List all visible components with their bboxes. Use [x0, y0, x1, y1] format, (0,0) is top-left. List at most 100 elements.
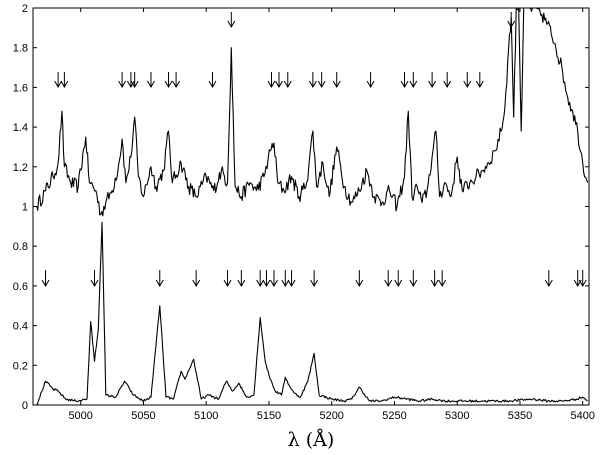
arrow-head [578, 279, 587, 287]
arrow-head [172, 80, 181, 88]
arrow-head [281, 279, 290, 287]
y-tick-label: 1.2 [13, 162, 28, 174]
arrow-head [317, 80, 326, 88]
arrow-marker [147, 72, 155, 88]
arrow-marker [237, 270, 246, 287]
arrow-marker [118, 72, 127, 88]
arrow-marker [283, 72, 292, 88]
y-tick-label: 0.2 [13, 360, 28, 372]
arrow-marker [443, 72, 452, 88]
series-line-upper [36, 7, 589, 217]
arrow-head [208, 80, 217, 88]
arrow-marker [126, 72, 135, 88]
arrow-head [256, 279, 265, 287]
arrow-head [394, 279, 403, 287]
arrow-markers [41, 12, 587, 287]
x-tick-label: 5400 [570, 410, 594, 422]
arrow-head [130, 80, 139, 88]
x-tick-label: 5350 [508, 410, 532, 422]
arrow-marker [267, 72, 276, 88]
y-tick-label: 1.8 [13, 43, 28, 55]
arrow-marker [573, 270, 582, 287]
plot-frame [32, 7, 590, 406]
axis-tick-labels: 5000 5050 5100 5150 5200 5250 5300 5350 5400 0 0.2… [13, 3, 595, 422]
arrow-marker [394, 270, 403, 287]
arrow-head [409, 279, 418, 287]
arrow-marker [332, 72, 341, 88]
arrow-head [60, 80, 69, 88]
arrow-head [223, 279, 232, 287]
arrow-head [366, 80, 375, 88]
axis-ticks [33, 7, 589, 406]
arrow-marker [400, 72, 409, 88]
arrow-head [118, 80, 127, 88]
arrow-head [355, 279, 364, 287]
series-layer [36, 7, 589, 406]
arrow-marker [208, 72, 217, 88]
arrow-head [164, 80, 173, 88]
arrow-marker [475, 72, 484, 88]
arrow-head [90, 279, 99, 287]
arrow-head [275, 80, 283, 88]
arrow-head [54, 80, 63, 88]
y-tick-label: 0.6 [13, 281, 28, 293]
arrow-marker [60, 72, 69, 88]
arrow-marker [192, 270, 201, 287]
arrow-head [430, 279, 439, 287]
arrow-head [310, 279, 319, 287]
arrow-head [400, 80, 409, 88]
arrow-marker [355, 270, 364, 287]
arrow-marker [430, 270, 439, 287]
arrow-head [507, 20, 516, 28]
y-tick-label: 1 [22, 202, 28, 214]
arrow-marker [438, 270, 447, 287]
arrow-marker [155, 270, 164, 287]
x-tick-label: 5150 [257, 410, 281, 422]
arrow-head [438, 279, 447, 287]
y-tick-label: 2 [22, 3, 28, 15]
arrow-marker [428, 72, 437, 88]
x-tick-label: 5300 [445, 410, 469, 422]
arrow-head [147, 80, 155, 88]
arrow-head [332, 80, 341, 88]
x-axis-label: λ (Å) [288, 429, 335, 451]
arrow-marker [223, 270, 232, 287]
arrow-head [192, 279, 201, 287]
arrow-head [41, 279, 50, 287]
arrow-head [227, 20, 236, 28]
arrow-marker [507, 12, 516, 28]
y-tick-label: 0.4 [13, 321, 28, 333]
arrow-marker [164, 72, 173, 88]
arrow-marker [281, 270, 290, 287]
arrow-marker [544, 270, 553, 287]
arrow-marker [41, 270, 50, 287]
arrow-head [409, 80, 418, 88]
arrow-marker [256, 270, 265, 287]
arrow-marker [578, 270, 587, 287]
arrow-head [237, 279, 246, 287]
arrow-marker [227, 12, 236, 28]
series-line-lower [36, 221, 589, 406]
arrow-head [267, 80, 276, 88]
arrow-marker [262, 270, 271, 287]
y-tick-label: 0.8 [13, 241, 28, 253]
arrow-head [384, 279, 393, 287]
arrow-head [443, 80, 452, 88]
arrow-marker [270, 270, 278, 287]
arrow-marker [317, 72, 326, 88]
arrow-marker [308, 72, 317, 88]
arrow-head [544, 279, 553, 287]
arrow-marker [463, 72, 472, 88]
x-tick-label: 5200 [319, 410, 343, 422]
arrow-marker [409, 270, 418, 287]
arrow-marker [366, 72, 375, 88]
y-tick-label: 0 [22, 400, 28, 412]
arrow-head [155, 279, 164, 287]
arrow-marker [90, 270, 99, 287]
arrow-marker [130, 72, 139, 88]
arrow-marker [310, 270, 319, 287]
arrow-head [283, 80, 292, 88]
arrow-head [463, 80, 472, 88]
arrow-marker [384, 270, 393, 287]
